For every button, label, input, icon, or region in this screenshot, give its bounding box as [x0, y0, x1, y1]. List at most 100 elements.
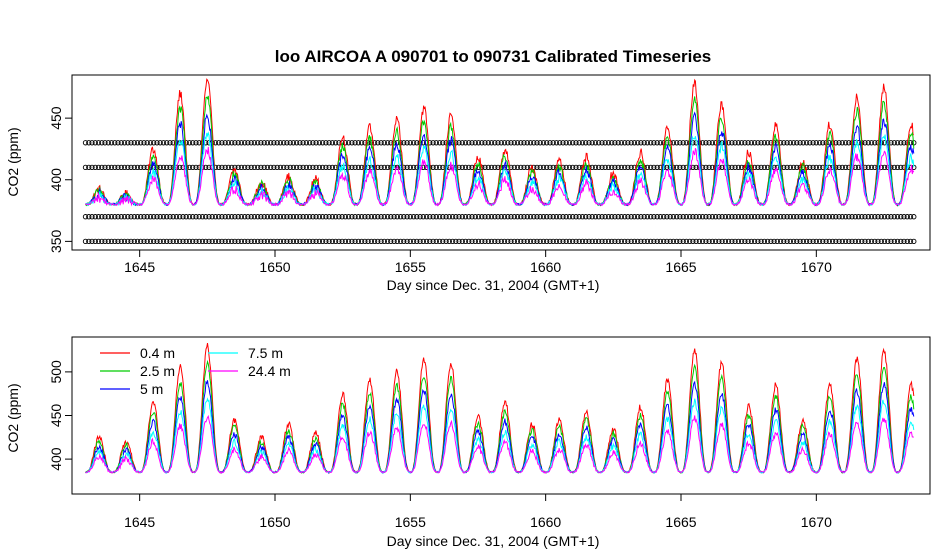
calibration-point: [527, 140, 534, 146]
legend-label: 7.5 m: [248, 345, 283, 361]
calibration-point: [391, 238, 397, 245]
calibration-point: [521, 164, 527, 171]
calibration-point: [842, 214, 849, 220]
calibration-point: [563, 140, 569, 146]
calibration-point: [865, 214, 871, 220]
calibration-point: [310, 238, 316, 245]
x-tick-label: 1650: [259, 514, 290, 530]
calibration-point: [128, 140, 134, 146]
calibration-point: [138, 214, 144, 220]
calibration-point: [586, 140, 592, 146]
calibration-point: [209, 214, 215, 220]
calibration-point: [894, 164, 901, 171]
calibration-point: [378, 238, 384, 245]
calibration-point: [709, 140, 716, 146]
calibration-point: [394, 164, 400, 171]
calibration-point: [319, 164, 326, 171]
calibration-point: [388, 214, 394, 220]
top-panel: loo AIRCOA A 090701 to 090731 Calibrated…: [5, 47, 931, 293]
calibration-point: [787, 214, 793, 220]
calibration-point: [410, 140, 417, 146]
calibration-point: [911, 214, 917, 220]
calibration-point: [576, 164, 582, 171]
calibration-point: [151, 214, 157, 220]
calibration-point: [469, 238, 475, 245]
calibration-point: [277, 214, 284, 220]
calibration-point: [440, 140, 446, 146]
calibration-point: [157, 214, 163, 220]
calibration-point: [579, 214, 586, 220]
calibration-point: [310, 164, 316, 171]
calibration-point: [651, 164, 657, 171]
calibration-point: [313, 164, 319, 171]
calibration-point: [284, 214, 290, 220]
calibration-point: [777, 238, 784, 245]
calibration-point: [456, 238, 462, 245]
calibration-point: [833, 214, 839, 220]
calibration-point: [787, 140, 793, 146]
calibration-point: [878, 214, 884, 220]
calibration-point: [329, 238, 336, 245]
calibration-point: [709, 238, 716, 245]
calibration-point: [488, 164, 495, 171]
calibration-point: [875, 238, 881, 245]
calibration-point: [540, 164, 547, 171]
calibration-point: [277, 140, 284, 146]
calibration-point: [641, 214, 647, 220]
calibration-point: [680, 238, 686, 245]
calibration-point: [898, 140, 904, 146]
calibration-point: [839, 238, 845, 245]
calibration-point: [235, 140, 241, 146]
calibration-point: [281, 238, 287, 245]
calibration-point: [829, 238, 836, 245]
calibration-point: [618, 164, 625, 171]
calibration-point: [667, 214, 673, 220]
calibration-point: [326, 140, 332, 146]
calibration-point: [878, 164, 884, 171]
calibration-point: [625, 140, 631, 146]
calibration-point: [190, 164, 196, 171]
calibration-point: [722, 214, 729, 220]
calibration-point: [245, 214, 251, 220]
calibration-point: [735, 164, 742, 171]
calibration-point: [602, 164, 608, 171]
calibration-point: [722, 238, 729, 245]
calibration-point: [352, 164, 358, 171]
calibration-point: [264, 140, 271, 146]
calibration-point: [186, 140, 193, 146]
calibration-point: [248, 164, 254, 171]
calibration-point: [488, 238, 495, 245]
calibration-point: [417, 238, 423, 245]
calibration-point: [745, 238, 751, 245]
calibration-point: [313, 238, 319, 245]
top-plot-frame: [71, 74, 931, 251]
calibration-point: [290, 238, 297, 245]
calibration-point: [521, 140, 527, 146]
calibration-point: [716, 238, 722, 245]
calibration-point: [885, 214, 891, 220]
calibration-point: [540, 140, 547, 146]
calibration-point: [170, 214, 176, 220]
calibration-point: [644, 214, 651, 220]
calibration-point: [820, 140, 826, 146]
calibration-point: [628, 238, 634, 245]
calibration-point: [735, 140, 742, 146]
calibration-point: [654, 164, 660, 171]
calibration-point: [462, 164, 469, 171]
calibration-point: [492, 238, 498, 245]
calibration-point: [251, 214, 258, 220]
calibration-point: [384, 214, 391, 220]
calibration-point: [86, 164, 92, 171]
calibration-point: [391, 214, 397, 220]
calibration-point: [514, 214, 521, 220]
calibration-point: [206, 238, 212, 245]
calibration-point: [462, 238, 469, 245]
calibration-point: [342, 140, 349, 146]
legend-item: 0.4 m: [100, 345, 175, 361]
calibration-point: [751, 238, 758, 245]
calibration-point: [147, 140, 154, 146]
calibration-point: [316, 214, 323, 220]
calibration-point: [99, 238, 105, 245]
calibration-point: [456, 140, 462, 146]
calibration-point: [774, 214, 780, 220]
